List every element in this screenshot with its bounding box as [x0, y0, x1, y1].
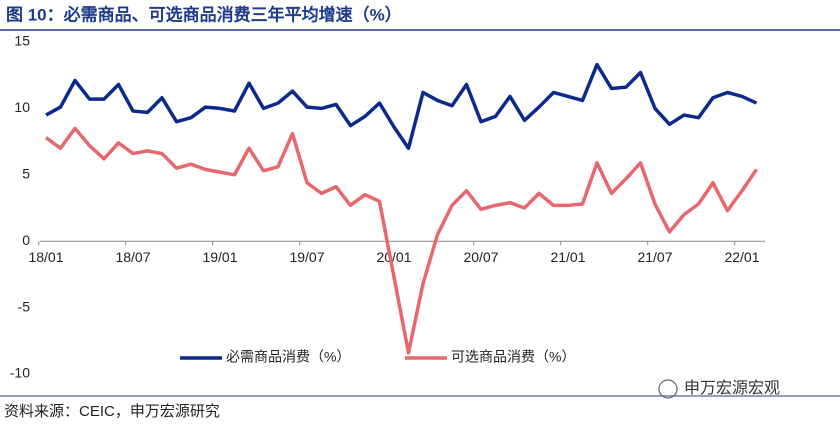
x-tick-label: 21/01	[550, 249, 585, 265]
x-tick-label: 21/07	[637, 249, 672, 265]
y-tick-label: 15	[14, 33, 30, 49]
y-tick-label: 10	[14, 99, 30, 115]
legend-label: 可选商品消费（%）	[451, 349, 575, 365]
watermark: 申万宏源宏观	[684, 379, 780, 397]
legend-label: 必需商品消费（%）	[226, 349, 350, 365]
series-line	[44, 126, 758, 355]
x-tick-label: 18/01	[28, 249, 63, 265]
watermark-icon	[658, 379, 678, 399]
y-tick-label: 5	[22, 166, 30, 182]
x-tick-label: 22/01	[724, 249, 759, 265]
x-tick-label: 20/07	[463, 249, 498, 265]
x-tick-label: 19/01	[202, 249, 237, 265]
x-tick-label: 19/07	[289, 249, 324, 265]
x-tick-label: 20/01	[376, 249, 411, 265]
series-line	[45, 62, 758, 150]
source-note: 资料来源：CEIC，申万宏源研究	[4, 403, 220, 420]
y-tick-label: -5	[18, 298, 31, 314]
chart-title: 图 10：必需商品、可选商品消费三年平均增速（%）	[6, 4, 402, 24]
y-tick-label: 0	[22, 232, 30, 248]
x-tick-label: 18/07	[115, 249, 150, 265]
y-tick-label: -10	[10, 365, 30, 381]
